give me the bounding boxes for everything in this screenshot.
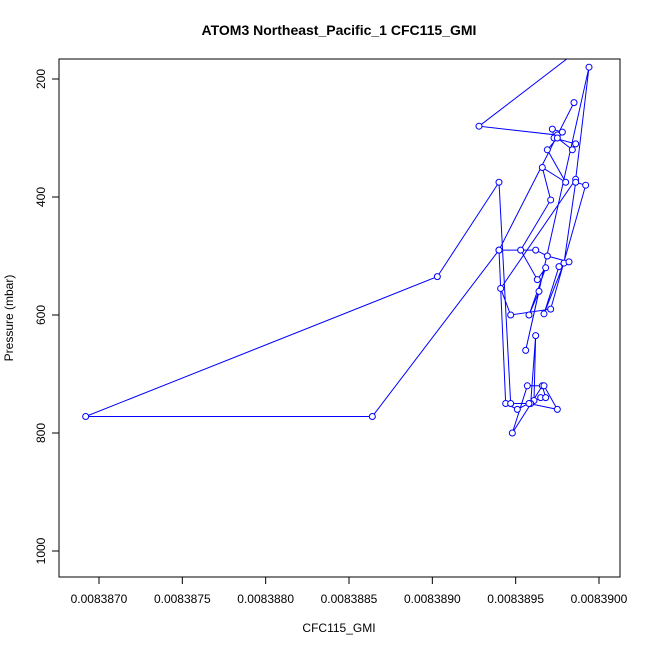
data-point bbox=[517, 246, 525, 254]
data-points bbox=[82, 63, 593, 437]
data-point bbox=[558, 128, 566, 136]
data-point bbox=[82, 412, 90, 420]
plot-frame bbox=[58, 58, 621, 578]
data-point bbox=[540, 382, 548, 390]
x-tick-label: 0.0083870 bbox=[71, 592, 128, 606]
y-axis-label: Pressure (mbar) bbox=[2, 275, 16, 362]
x-tick-label: 0.0083875 bbox=[154, 592, 211, 606]
data-point bbox=[572, 140, 580, 148]
data-point bbox=[525, 311, 533, 319]
chart-title: ATOM3 Northeast_Pacific_1 CFC115_GMI bbox=[202, 22, 477, 38]
data-point bbox=[532, 332, 540, 340]
y-tick-label: 1000 bbox=[34, 537, 48, 564]
y-tick-label: 400 bbox=[34, 187, 48, 207]
data-point bbox=[585, 63, 593, 71]
data-point bbox=[540, 310, 548, 318]
x-tick-label: 0.0083895 bbox=[487, 592, 544, 606]
x-tick-label: 0.0083885 bbox=[321, 592, 378, 606]
data-point bbox=[572, 178, 580, 186]
data-point bbox=[513, 405, 521, 413]
x-tick-label: 0.0083890 bbox=[404, 592, 461, 606]
data-point bbox=[555, 263, 563, 271]
data-point bbox=[547, 196, 555, 204]
data-point bbox=[548, 125, 556, 133]
data-point bbox=[570, 99, 578, 107]
data-point bbox=[542, 264, 550, 272]
data-point bbox=[507, 311, 515, 319]
data-point bbox=[542, 394, 550, 402]
x-tick-label: 0.0083880 bbox=[237, 592, 294, 606]
data-point bbox=[553, 134, 561, 142]
data-point bbox=[368, 412, 376, 420]
x-axis-label: CFC115_GMI bbox=[302, 621, 375, 635]
data-point bbox=[497, 284, 505, 292]
data-point bbox=[508, 429, 516, 437]
data-point bbox=[538, 164, 546, 171]
data-point bbox=[495, 246, 503, 254]
data-point bbox=[507, 400, 515, 407]
y-tick-label: 200 bbox=[34, 69, 48, 89]
y-tick-label: 800 bbox=[34, 423, 48, 443]
x-tick-label: 0.0083900 bbox=[571, 592, 628, 606]
data-point bbox=[475, 122, 483, 130]
data-point bbox=[433, 273, 441, 281]
data-point bbox=[495, 178, 503, 186]
data-point bbox=[543, 146, 551, 154]
data-point bbox=[547, 305, 555, 313]
data-point bbox=[535, 287, 543, 295]
data-point bbox=[525, 400, 533, 407]
plot-area bbox=[82, 59, 593, 437]
x-axis: 0.0083870 0.0083875 0.0083880 0.0083885 0.00… bbox=[71, 577, 628, 606]
data-point bbox=[562, 178, 570, 186]
data-point bbox=[568, 146, 576, 154]
data-point bbox=[582, 181, 590, 189]
data-point bbox=[523, 382, 531, 390]
data-point bbox=[532, 246, 540, 254]
data-point bbox=[533, 276, 541, 284]
data-point bbox=[553, 405, 561, 413]
y-tick-label: 600 bbox=[34, 305, 48, 325]
data-point bbox=[522, 346, 530, 354]
y-axis: 200 400 600 800 1000 bbox=[34, 69, 59, 564]
data-point bbox=[565, 258, 573, 266]
data-point bbox=[543, 252, 551, 260]
series-line bbox=[85, 59, 590, 434]
